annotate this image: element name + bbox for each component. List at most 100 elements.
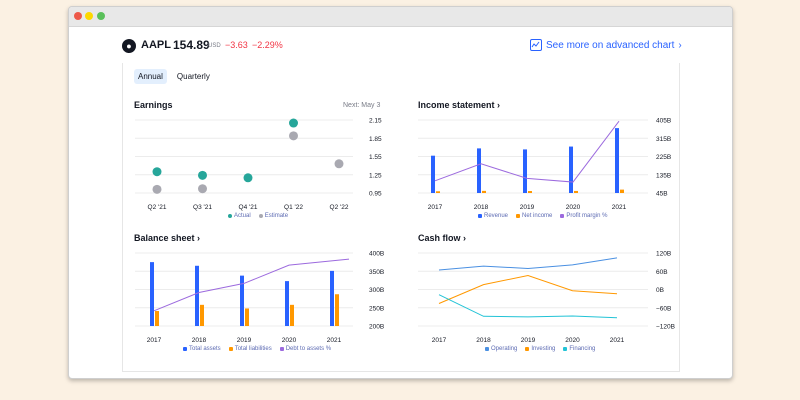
legend-financing-label: Financing [569, 346, 596, 352]
income-legend: Revenue Net income Profit margin % [478, 213, 607, 219]
ticker-symbol: AAPL [141, 39, 171, 51]
legend-debt-to-assets-label: Debt to assets % [285, 346, 332, 352]
total-assets-bar [240, 275, 244, 326]
balance-sheet-title[interactable]: Balance sheet › [134, 233, 200, 243]
swatch-debt-to-assets [279, 347, 284, 351]
estimate-eps-point [334, 159, 344, 169]
cashflow-title-label: Cash flow [418, 233, 461, 243]
revenue-bar [523, 149, 527, 193]
window-titlebar [69, 7, 732, 27]
revenue-bar [431, 155, 435, 193]
legend-profit-margin-label: Profit margin % [566, 213, 608, 219]
legend-estimate-label: Estimate [264, 213, 289, 219]
income-statement-title[interactable]: Income statement › [418, 100, 500, 110]
estimate-eps-point [289, 131, 298, 141]
y-tick-label: 2.15 [369, 118, 382, 125]
next-earnings-date: Next: May 3 [343, 102, 381, 109]
estimate-eps-point [152, 184, 162, 194]
symbol-header: ● AAPL 154.89 USD −3.63 −2.29% See more … [69, 26, 732, 63]
actual-eps-point [289, 118, 298, 128]
y-tick-label: 200B [369, 324, 384, 331]
net-income-bar [482, 190, 486, 193]
legend-investing: Investing [525, 346, 555, 352]
balance-sheet-chart: 400B 350B 300B 250B 200B 2017 2018 2019 2020 2021 [135, 251, 384, 344]
x-tick-label: 2018 [192, 337, 207, 344]
legend-total-assets: Total assets [183, 346, 221, 352]
x-tick-label: 2019 [237, 337, 252, 344]
y-tick-label: 400B [369, 251, 384, 258]
y-tick-label: 120B [656, 251, 671, 258]
legend-profit-margin: Profit margin % [560, 213, 607, 219]
period-tabs: Annual Quarterly [134, 69, 214, 84]
x-tick-label: 2021 [327, 337, 342, 344]
tab-quarterly[interactable]: Quarterly [176, 72, 210, 81]
actual-eps-point [243, 173, 253, 183]
y-tick-label: 0.95 [369, 191, 382, 198]
maximize-window-dot[interactable] [97, 12, 105, 20]
x-tick-label: 2020 [566, 204, 581, 211]
x-tick-label: 2017 [432, 337, 447, 344]
y-tick-label: 405B [656, 118, 671, 125]
tab-annual[interactable]: Annual [134, 69, 167, 84]
legend-estimate: Estimate [258, 213, 289, 219]
swatch-estimate [258, 214, 263, 218]
swatch-operating [485, 347, 489, 351]
financing-cash-line [438, 294, 618, 319]
swatch-actual [228, 214, 232, 218]
advanced-chart-link[interactable]: See more on advanced chart › [530, 37, 682, 53]
actual-eps-point [152, 167, 162, 177]
legend-net-income-label: Net income [522, 213, 553, 219]
earnings-title[interactable]: Earnings [134, 100, 173, 110]
x-tick-label: Q3 '21 [193, 204, 212, 211]
legend-net-income: Net income [516, 213, 552, 219]
legend-operating-label: Operating [491, 346, 518, 352]
x-tick-label: 2019 [520, 204, 535, 211]
y-tick-label: 250B [369, 305, 384, 312]
swatch-profit-margin [560, 214, 565, 218]
total-assets-bar [285, 281, 289, 326]
legend-debt-to-assets: Debt to assets % [279, 346, 332, 352]
x-tick-label: Q2 '21 [148, 204, 167, 211]
cash-flow-title[interactable]: Cash flow › [418, 233, 466, 243]
total-liabilities-bar [335, 294, 339, 326]
legend-revenue: Revenue [478, 213, 508, 219]
x-tick-label: 2020 [565, 337, 580, 344]
y-tick-label: −60B [656, 305, 671, 312]
total-assets-bar [330, 270, 334, 326]
y-tick-label: 135B [656, 172, 671, 179]
chevron-right-icon: › [678, 39, 682, 51]
legend-financing: Financing [563, 346, 595, 352]
chart-line-icon [530, 39, 542, 51]
actual-eps-point [198, 170, 207, 180]
y-tick-label: 1.85 [369, 136, 382, 143]
income-statement-chart: 405B 315B 225B 135B 45B 2017 2018 2019 2020 2021 [418, 118, 671, 211]
swatch-investing [525, 347, 530, 351]
earnings-legend: Actual Estimate [228, 213, 288, 219]
close-window-dot[interactable] [74, 12, 82, 20]
net-income-bar [528, 191, 532, 193]
chevron-right-icon: › [497, 100, 501, 110]
last-price: 154.89 [173, 38, 210, 52]
estimate-eps-point [198, 184, 207, 194]
x-tick-label: 2019 [521, 337, 536, 344]
profit-margin-line [434, 120, 620, 183]
debt-to-assets-line [153, 258, 350, 312]
financials-content: Annual Quarterly Earnings Next: May 3 2.… [122, 63, 680, 372]
minimize-window-dot[interactable] [85, 12, 93, 20]
cashflow-legend: Operating Investing Financing [485, 346, 595, 352]
y-tick-label: 315B [656, 136, 671, 143]
y-tick-label: 45B [656, 191, 668, 198]
x-tick-label: 2017 [147, 337, 162, 344]
net-income-bar [620, 189, 624, 193]
advanced-chart-label: See more on advanced chart [546, 39, 675, 51]
swatch-net-income [516, 214, 521, 218]
total-assets-bar [195, 265, 199, 326]
total-liabilities-bar [245, 308, 249, 326]
x-tick-label: 2018 [476, 337, 491, 344]
earnings-title-label: Earnings [134, 100, 173, 110]
price-change: −3.63 [225, 40, 248, 50]
total-liabilities-bar [200, 304, 204, 326]
y-tick-label: 300B [369, 287, 384, 294]
x-tick-label: 2018 [474, 204, 489, 211]
net-income-bar [436, 191, 440, 193]
